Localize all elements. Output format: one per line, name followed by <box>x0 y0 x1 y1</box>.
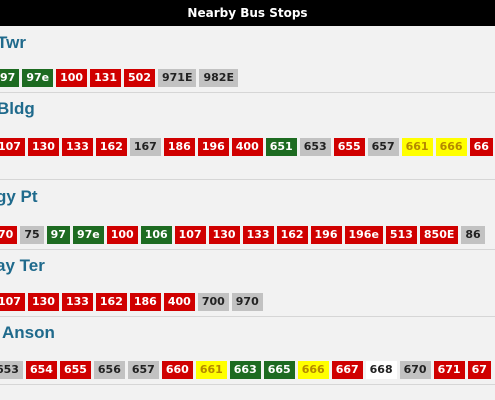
route-badge[interactable]: 653 <box>299 138 331 156</box>
route-badge[interactable]: 97 <box>46 226 70 244</box>
stop-divider <box>0 179 495 180</box>
page-title: Nearby Bus Stops <box>187 6 308 20</box>
route-badge[interactable]: 66 <box>469 138 493 156</box>
route-badge[interactable]: 133 <box>242 226 274 244</box>
route-badge[interactable]: 654 <box>25 361 57 379</box>
route-badge[interactable]: 667 <box>331 361 363 379</box>
route-list: 70 75 97 97e 100 106 107 130 133 162 196 196e 513 850… <box>0 226 485 244</box>
route-badge[interactable]: 186 <box>163 138 195 156</box>
stop-name[interactable]: gy Pt <box>0 187 38 206</box>
route-badge[interactable]: 133 <box>61 138 93 156</box>
route-badge[interactable]: 196e <box>344 226 383 244</box>
route-badge[interactable]: 666 <box>435 138 467 156</box>
route-badge[interactable]: 75 <box>20 226 44 244</box>
route-badge[interactable]: 167 <box>129 138 161 156</box>
route-badge[interactable]: 100 <box>56 69 88 87</box>
stop-divider <box>0 249 495 250</box>
route-badge[interactable]: 651 <box>265 138 297 156</box>
stop-divider <box>0 92 495 93</box>
route-badge[interactable]: 850E <box>419 226 459 244</box>
header-bar: Nearby Bus Stops <box>0 0 495 26</box>
stop-name[interactable]: Bldg <box>0 99 35 118</box>
route-badge[interactable]: 668 <box>365 361 397 379</box>
route-badge[interactable]: 162 <box>95 138 127 156</box>
route-list: 97 97e 100 131 502 971E 982E <box>0 69 238 87</box>
route-badge[interactable]: 970 <box>231 293 263 311</box>
stop-name[interactable]: ay Ter <box>0 256 45 275</box>
route-badge[interactable]: 186 <box>129 293 161 311</box>
route-badge[interactable]: 655 <box>333 138 365 156</box>
route-badge[interactable]: 196 <box>310 226 342 244</box>
route-badge[interactable]: 130 <box>27 138 59 156</box>
route-badge[interactable]: 67 <box>467 361 491 379</box>
stop-divider <box>0 384 495 385</box>
route-badge[interactable]: 657 <box>367 138 399 156</box>
route-badge[interactable]: 97e <box>72 226 104 244</box>
route-badge[interactable]: 971E <box>158 69 197 87</box>
route-badge[interactable]: 130 <box>27 293 59 311</box>
route-badge[interactable]: 131 <box>90 69 122 87</box>
route-badge[interactable]: 100 <box>106 226 138 244</box>
route-badge[interactable]: 670 <box>399 361 431 379</box>
route-badge[interactable]: 162 <box>276 226 308 244</box>
stop-name[interactable]: Anson <box>2 323 55 342</box>
route-badge[interactable]: 400 <box>231 138 263 156</box>
route-badge[interactable]: 107 <box>174 226 206 244</box>
route-badge[interactable]: 666 <box>297 361 329 379</box>
route-badge[interactable]: 107 <box>0 293 25 311</box>
route-badge[interactable]: 982E <box>199 69 238 87</box>
route-badge[interactable]: 502 <box>124 69 155 87</box>
route-badge[interactable]: 660 <box>161 361 193 379</box>
route-badge[interactable]: 656 <box>93 361 125 379</box>
route-badge[interactable]: 133 <box>61 293 93 311</box>
route-badge[interactable]: 513 <box>385 226 417 244</box>
stop-divider <box>0 316 495 317</box>
route-badge[interactable]: 106 <box>140 226 172 244</box>
route-badge[interactable]: 196 <box>197 138 229 156</box>
route-badge[interactable]: 107 <box>0 138 25 156</box>
route-badge[interactable]: 661 <box>401 138 433 156</box>
route-badge[interactable]: 700 <box>197 293 229 311</box>
route-badge[interactable]: 97 <box>0 69 20 87</box>
route-badge[interactable]: 400 <box>163 293 195 311</box>
route-badge[interactable]: 97e <box>22 69 54 87</box>
route-badge[interactable]: 653 <box>0 361 23 379</box>
route-list: 107 130 133 162 186 400 700 970 <box>0 293 263 311</box>
route-badge[interactable]: 665 <box>263 361 295 379</box>
route-badge[interactable]: 70 <box>0 226 18 244</box>
route-badge[interactable]: 661 <box>195 361 227 379</box>
route-badge[interactable]: 655 <box>59 361 91 379</box>
route-badge[interactable]: 86 <box>461 226 485 244</box>
route-list: 107 130 133 162 167 186 196 400 651 653 655 657 661 6… <box>0 138 493 156</box>
stop-name[interactable]: Twr <box>0 33 26 52</box>
route-badge[interactable]: 130 <box>208 226 240 244</box>
route-badge[interactable]: 657 <box>127 361 159 379</box>
route-badge[interactable]: 162 <box>95 293 127 311</box>
route-list: 6536546556566576606616636656666676686706… <box>0 361 491 379</box>
route-badge[interactable]: 671 <box>433 361 465 379</box>
route-badge[interactable]: 663 <box>229 361 261 379</box>
